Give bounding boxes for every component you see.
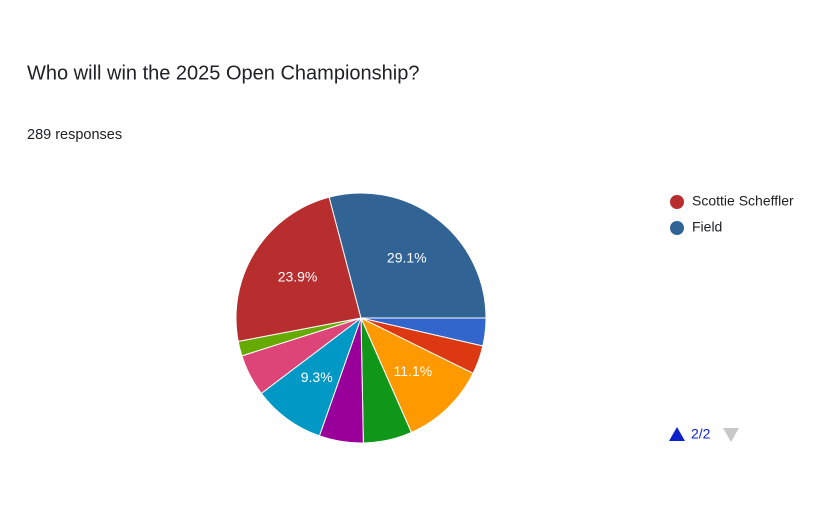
chart-title: Who will win the 2025 Open Championship? [27, 62, 419, 84]
pie-slice [359, 316, 474, 434]
legend-label: Field [692, 219, 722, 235]
legend-swatch [670, 221, 684, 235]
pie: 11.1% 9.3% 23.9% 29.1% [235, 192, 487, 444]
slice-label: 11.1% [394, 363, 433, 379]
chart-subtitle: 289 responses [27, 127, 122, 143]
legend: Scottie Scheffler Field [670, 193, 794, 235]
legend-label: Scottie Scheffler [692, 193, 794, 209]
slice-label: 9.3% [301, 369, 333, 385]
slice-label: 29.1% [387, 249, 427, 265]
slice-label: 23.9% [278, 269, 318, 285]
pie-slice [235, 196, 362, 343]
legend-prev-button[interactable] [669, 427, 685, 441]
pie-slice [328, 192, 487, 319]
legend-swatch [670, 195, 684, 209]
legend-next-button[interactable] [723, 428, 739, 442]
legend-page: 2/2 [691, 426, 711, 442]
